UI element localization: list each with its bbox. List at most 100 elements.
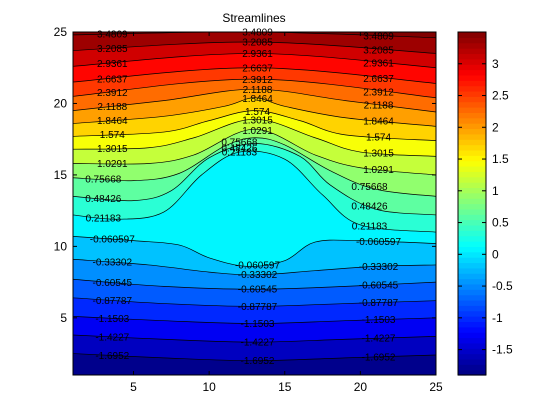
contour-label: -0.87787 xyxy=(359,298,399,309)
x-tick-label: 10 xyxy=(202,380,216,394)
contour-label: -1.1503 xyxy=(362,315,396,326)
contour-label: 1.3015 xyxy=(97,144,128,155)
contour-label: 1.0291 xyxy=(97,159,128,170)
contour-label: -1.1503 xyxy=(95,314,129,325)
contour-label: 2.3912 xyxy=(363,87,394,98)
contour-label: 1.8464 xyxy=(363,116,394,127)
colorbar-strip xyxy=(458,176,486,183)
y-tick-label: 5 xyxy=(60,311,67,325)
contour-label: 2.1188 xyxy=(97,102,127,113)
colorbar-strip xyxy=(458,117,486,124)
colorbar-strip xyxy=(458,246,486,253)
colorbar-strip xyxy=(458,128,486,135)
colorbar-tick-label: 1.5 xyxy=(492,152,509,166)
contour-line xyxy=(72,137,437,197)
colorbar-strip xyxy=(458,289,486,296)
colorbar-strip xyxy=(458,37,486,44)
contour-label: 0.48426 xyxy=(351,202,388,213)
colorbar-tick-label: -1.5 xyxy=(492,343,513,357)
contour-line xyxy=(72,110,437,141)
contour-line xyxy=(72,88,437,113)
colorbar-strip xyxy=(458,358,486,365)
contour-line xyxy=(72,297,437,307)
colorbar-strip xyxy=(458,321,486,328)
contour-label: -0.60545 xyxy=(93,278,133,289)
colorbar-strip xyxy=(458,294,486,301)
contour-label: 1.0291 xyxy=(242,126,273,137)
contour-label: 0.75668 xyxy=(85,175,122,186)
contour-label: 2.1188 xyxy=(364,100,394,111)
colorbar-tick-label: 3 xyxy=(492,57,499,71)
contour-line xyxy=(72,118,437,157)
colorbar-strip xyxy=(458,90,486,97)
colorbar-strip xyxy=(458,133,486,140)
colorbar-strip xyxy=(458,198,486,205)
colorbar-tick-label: 2.5 xyxy=(492,89,509,103)
contour-label: 3.4809 xyxy=(242,28,273,39)
colorbar-strip xyxy=(458,348,486,355)
colorbar-strip xyxy=(458,182,486,189)
colorbar-strip xyxy=(458,310,486,317)
colorbar-strip xyxy=(458,96,486,103)
colorbar-strip xyxy=(458,273,486,280)
colorbar-strip xyxy=(458,241,486,247)
contour-line xyxy=(72,150,437,233)
colorbar-strip xyxy=(458,112,486,119)
colorbar-strip xyxy=(458,187,486,194)
y-axis-ticks: 5 10 15 20 25 xyxy=(54,25,436,325)
x-tick-label: 25 xyxy=(429,380,443,394)
colorbar-strip xyxy=(458,262,486,269)
contour-label: -0.33302 xyxy=(93,258,133,269)
contour-label: 0.48426 xyxy=(85,194,122,205)
contour-line xyxy=(72,53,437,69)
contour-label: -1.4227 xyxy=(241,338,275,349)
colorbar-strip xyxy=(458,316,486,323)
colorbar-strip xyxy=(458,251,486,258)
colorbar-strip xyxy=(458,257,486,264)
y-tick-label: 15 xyxy=(54,168,68,182)
colorbar-strip xyxy=(458,353,486,360)
colorbar-strip xyxy=(458,171,486,178)
colorbar-strip xyxy=(458,278,486,285)
contour-label: -0.060597 xyxy=(356,237,401,248)
colorbar-strip xyxy=(458,107,486,113)
contour-label: 3.4809 xyxy=(363,31,394,42)
contour-label: -1.6952 xyxy=(95,351,129,362)
colorbar-strip xyxy=(458,85,486,92)
contour-label: -0.60545 xyxy=(359,280,399,291)
contour-label: 1.0291 xyxy=(363,165,394,176)
colorbar-ticks: 3 2.5 2 1.5 1 0.5 0 -0.5 -1 -1.5 xyxy=(458,57,513,357)
contour-label: -0.87787 xyxy=(238,302,278,313)
contour-label: 0.75668 xyxy=(351,182,388,193)
contour-line xyxy=(72,334,437,343)
contour-line xyxy=(72,41,437,54)
colorbar-strip xyxy=(458,299,486,306)
contour-label: -1.6952 xyxy=(362,352,396,363)
colorbar-strip xyxy=(458,64,486,71)
contour-label: -0.87787 xyxy=(93,296,133,307)
colorbar-tick-label: -1 xyxy=(492,311,503,325)
contour-line xyxy=(72,78,437,99)
contour-label: 2.3912 xyxy=(97,88,128,99)
contour-label: 1.3015 xyxy=(363,149,394,160)
contour-line xyxy=(72,258,437,276)
colorbar-strip xyxy=(458,326,486,333)
contour-line xyxy=(72,128,437,176)
colorbar-strip xyxy=(458,219,486,226)
colorbar-tick-label: 2 xyxy=(492,120,499,134)
colorbar-strip xyxy=(458,149,486,156)
colorbar-strip xyxy=(458,337,486,344)
colorbar-strip xyxy=(458,42,486,49)
contour-lines xyxy=(72,31,437,362)
colorbar-strip xyxy=(458,214,486,221)
colorbar-gradient xyxy=(458,32,486,376)
contour-label: -0.33302 xyxy=(359,262,399,273)
contour-label: 3.4809 xyxy=(97,30,128,41)
contour-label: 1.8464 xyxy=(97,116,128,127)
y-tick-label: 20 xyxy=(54,96,68,110)
contour-line xyxy=(72,353,437,362)
y-tick-label: 10 xyxy=(54,239,68,253)
colorbar-strip xyxy=(458,332,486,339)
contour-label: 0.21183 xyxy=(222,148,258,159)
